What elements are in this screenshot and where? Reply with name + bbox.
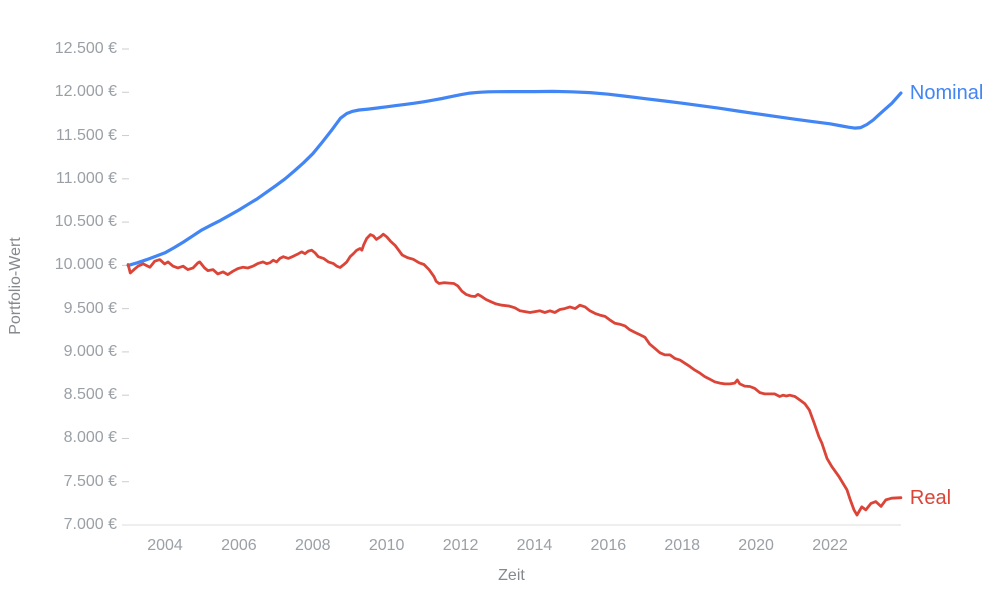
y-tick-label: 11.000 €	[55, 169, 117, 187]
series-line-nominal	[126, 89, 903, 267]
y-tick-label: 12.000 €	[54, 83, 117, 101]
y-tick-label: 8.000 €	[63, 429, 117, 447]
x-tick-label: 2020	[738, 537, 774, 554]
series-label-nominal: Nominal	[909, 82, 984, 105]
x-axis-title: Zeit	[498, 567, 525, 584]
series-line-real	[126, 232, 903, 517]
y-tick-label: 11.500 €	[55, 126, 117, 144]
x-tick-label: 2004	[147, 537, 183, 554]
y-tick-label: 12.500 €	[54, 40, 117, 57]
x-tick-label: 2016	[590, 537, 627, 554]
y-tick-label: 7.000 €	[63, 516, 117, 533]
y-tick-label: 9.000 €	[63, 342, 117, 360]
x-tick-label: 2018	[664, 537, 700, 554]
x-tick-label: 2012	[442, 537, 479, 554]
x-tick-label: 2006	[221, 537, 257, 554]
x-tick-label: 2022	[812, 537, 848, 554]
y-tick-label: 10.000 €	[54, 256, 117, 274]
x-tick-label: 2010	[368, 537, 405, 554]
x-tick-label: 2008	[294, 537, 331, 554]
y-tick-label: 8.500 €	[63, 386, 117, 404]
y-tick-label: 9.500 €	[63, 299, 117, 317]
y-tick-label: 10.500 €	[54, 213, 117, 231]
y-tick-label: 7.500 €	[63, 472, 117, 490]
series-label-real: Real	[909, 486, 952, 509]
x-tick-label: 2014	[516, 537, 553, 554]
